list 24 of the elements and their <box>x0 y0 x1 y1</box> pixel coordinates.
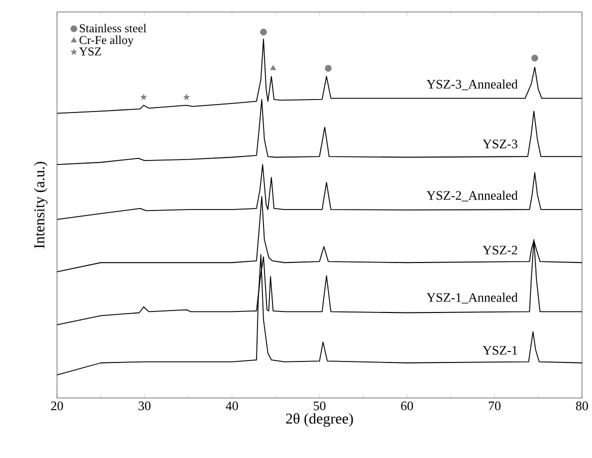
y-axis-title: Intensity (a.u.) <box>34 162 48 248</box>
point <box>183 94 190 100</box>
x-tick-label: 80 <box>576 402 588 410</box>
legend-label: YSZ <box>79 47 101 56</box>
x-axis-title: 2θ (degree) <box>286 413 353 427</box>
series-label: YSZ-2_Annealed <box>426 190 518 202</box>
point <box>531 54 538 62</box>
x-tick-label: 70 <box>488 402 500 410</box>
legend-label: Cr-Fe alloy <box>80 36 134 47</box>
x-tick-label: 40 <box>226 402 238 410</box>
legend-label: Stainless steel <box>80 24 146 32</box>
x-tick-label: 50 <box>314 402 326 410</box>
x-tick-label: 20 <box>51 402 63 410</box>
series-label: YSZ-3 <box>482 140 518 148</box>
point <box>140 94 147 100</box>
x-tick-label: 30 <box>138 402 150 410</box>
point <box>324 64 332 72</box>
x-tick-label: 60 <box>401 402 413 410</box>
series-label: YSZ-3_Annealed <box>426 79 518 90</box>
point <box>260 28 267 36</box>
series-label: YSZ-1_Annealed <box>426 292 518 304</box>
point <box>270 64 276 70</box>
series-label: YSZ-1 <box>482 346 518 355</box>
series-label: YSZ-2 <box>482 246 518 254</box>
